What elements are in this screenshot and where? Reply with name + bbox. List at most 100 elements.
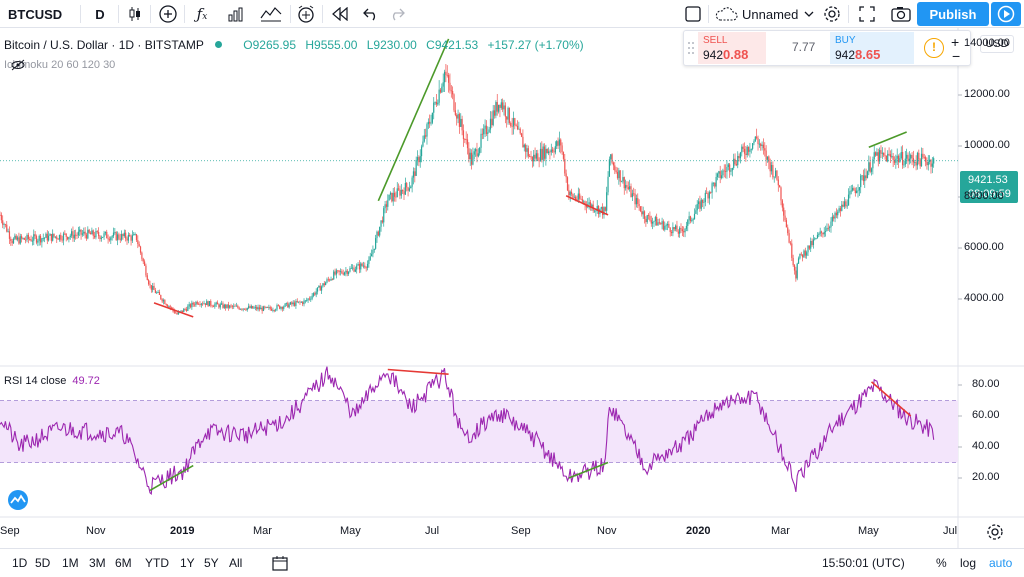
candle-body bbox=[570, 191, 573, 195]
utc-clock[interactable]: 15:50:01 (UTC) bbox=[822, 556, 905, 570]
alert-icon[interactable] bbox=[258, 0, 284, 28]
price-tick-label: 8000.00 bbox=[964, 190, 1004, 202]
layout-name-button[interactable]: Unnamed bbox=[714, 0, 816, 28]
fullscreen-icon[interactable] bbox=[854, 0, 880, 28]
interval-button[interactable]: D bbox=[95, 6, 105, 22]
candle-body bbox=[148, 280, 150, 285]
candle-body bbox=[916, 152, 919, 166]
candle-body bbox=[69, 235, 71, 238]
candle-body bbox=[637, 198, 639, 205]
candle-body bbox=[272, 310, 274, 311]
candle-body bbox=[62, 233, 65, 241]
undo-icon[interactable] bbox=[360, 0, 382, 28]
camera-icon[interactable] bbox=[888, 0, 914, 28]
replay-icon[interactable] bbox=[328, 0, 352, 28]
candle-body bbox=[450, 90, 452, 92]
alarm-clock-icon[interactable] bbox=[294, 0, 318, 28]
candles-icon[interactable] bbox=[124, 0, 146, 28]
percent-toggle[interactable]: % bbox=[936, 556, 947, 570]
candle-body bbox=[241, 308, 243, 310]
candle-body bbox=[222, 303, 224, 308]
candle-body bbox=[454, 110, 456, 116]
candle-body bbox=[437, 102, 439, 105]
candle-body bbox=[77, 231, 79, 236]
candle-body bbox=[768, 156, 770, 163]
candle-body bbox=[104, 231, 106, 234]
chart-area[interactable]: Bitcoin / U.S. Dollar · 1D · BITSTAMP O9… bbox=[0, 28, 1024, 548]
publish-menu-button[interactable] bbox=[991, 2, 1021, 26]
candle-body bbox=[485, 125, 488, 134]
candle-body bbox=[746, 146, 748, 155]
range-button-1y[interactable]: 1Y bbox=[180, 556, 195, 570]
candle-body bbox=[510, 122, 512, 127]
info-icon[interactable]: ! bbox=[924, 38, 944, 58]
symbol-search-button[interactable]: BTCUSD bbox=[8, 6, 63, 22]
candle-body bbox=[479, 147, 481, 154]
candle-body bbox=[820, 231, 823, 233]
sell-button[interactable]: SELL 9420.88 bbox=[698, 32, 766, 64]
redo-icon[interactable] bbox=[386, 0, 408, 28]
tradingview-logo-icon[interactable] bbox=[6, 490, 30, 510]
candle-body bbox=[53, 233, 55, 237]
range-button-all[interactable]: All bbox=[229, 556, 243, 570]
candle-body bbox=[639, 206, 642, 212]
range-button-5d[interactable]: 5D bbox=[35, 556, 51, 570]
currency-button[interactable]: USD bbox=[980, 35, 1014, 53]
legend-change: +157.27 (+1.70%) bbox=[487, 38, 584, 52]
candle-body bbox=[254, 306, 256, 308]
candle-body bbox=[785, 220, 787, 228]
range-button-6m[interactable]: 6M bbox=[115, 556, 132, 570]
range-button-1d[interactable]: 1D bbox=[12, 556, 28, 570]
candle-body bbox=[311, 295, 313, 299]
candle-body bbox=[288, 304, 290, 308]
range-button-ytd[interactable]: YTD bbox=[145, 556, 169, 570]
candle-body bbox=[341, 271, 343, 274]
play-circle-icon bbox=[997, 5, 1015, 23]
candle-body bbox=[530, 156, 532, 158]
drag-handle-icon[interactable] bbox=[687, 41, 695, 55]
templates-icon[interactable] bbox=[224, 0, 248, 28]
candle-body bbox=[922, 153, 924, 158]
range-button-1m[interactable]: 1M bbox=[62, 556, 79, 570]
range-button-5y[interactable]: 5Y bbox=[204, 556, 219, 570]
candle-body bbox=[81, 233, 84, 235]
zoom-in-icon[interactable]: + bbox=[951, 34, 960, 50]
candle-body bbox=[780, 187, 782, 201]
fullscreen-toggle-icon[interactable] bbox=[682, 0, 704, 28]
settings-icon[interactable] bbox=[820, 0, 844, 28]
candle-body bbox=[750, 148, 752, 150]
toolbar-divider bbox=[322, 5, 323, 23]
candle-body bbox=[585, 204, 588, 208]
candle-body bbox=[719, 171, 721, 178]
candle-body bbox=[745, 153, 747, 155]
candle-body bbox=[318, 285, 320, 288]
candle-body bbox=[7, 231, 9, 233]
chart-canvas[interactable] bbox=[0, 28, 1024, 548]
candle-body bbox=[64, 233, 66, 235]
candle-body bbox=[234, 305, 236, 307]
candle-body bbox=[527, 148, 529, 157]
candle-body bbox=[173, 310, 175, 313]
candle-body bbox=[665, 225, 667, 227]
log-toggle[interactable]: log bbox=[960, 556, 977, 570]
candle-body bbox=[303, 300, 305, 305]
zoom-out-icon[interactable]: − bbox=[952, 48, 961, 64]
chart-settings-icon[interactable] bbox=[986, 523, 1004, 541]
candle-body bbox=[198, 303, 200, 305]
range-button-3m[interactable]: 3M bbox=[89, 556, 106, 570]
toolbar-divider bbox=[80, 5, 81, 23]
buy-button[interactable]: BUY 9428.65 bbox=[830, 32, 914, 64]
candle-body bbox=[584, 201, 586, 205]
add-compare-icon[interactable] bbox=[156, 0, 180, 28]
date-range-icon[interactable] bbox=[272, 555, 288, 576]
ichimoku-legend[interactable]: Ichimoku 20 60 120 30 bbox=[4, 59, 115, 71]
publish-button[interactable]: Publish bbox=[917, 2, 989, 26]
auto-toggle[interactable]: auto bbox=[989, 556, 1013, 570]
candle-body bbox=[175, 312, 177, 314]
candle-body bbox=[835, 212, 837, 216]
candle-body bbox=[418, 157, 420, 163]
hidden-eye-icon[interactable] bbox=[10, 59, 26, 71]
candle-body bbox=[366, 263, 369, 268]
candle-body bbox=[724, 171, 727, 172]
